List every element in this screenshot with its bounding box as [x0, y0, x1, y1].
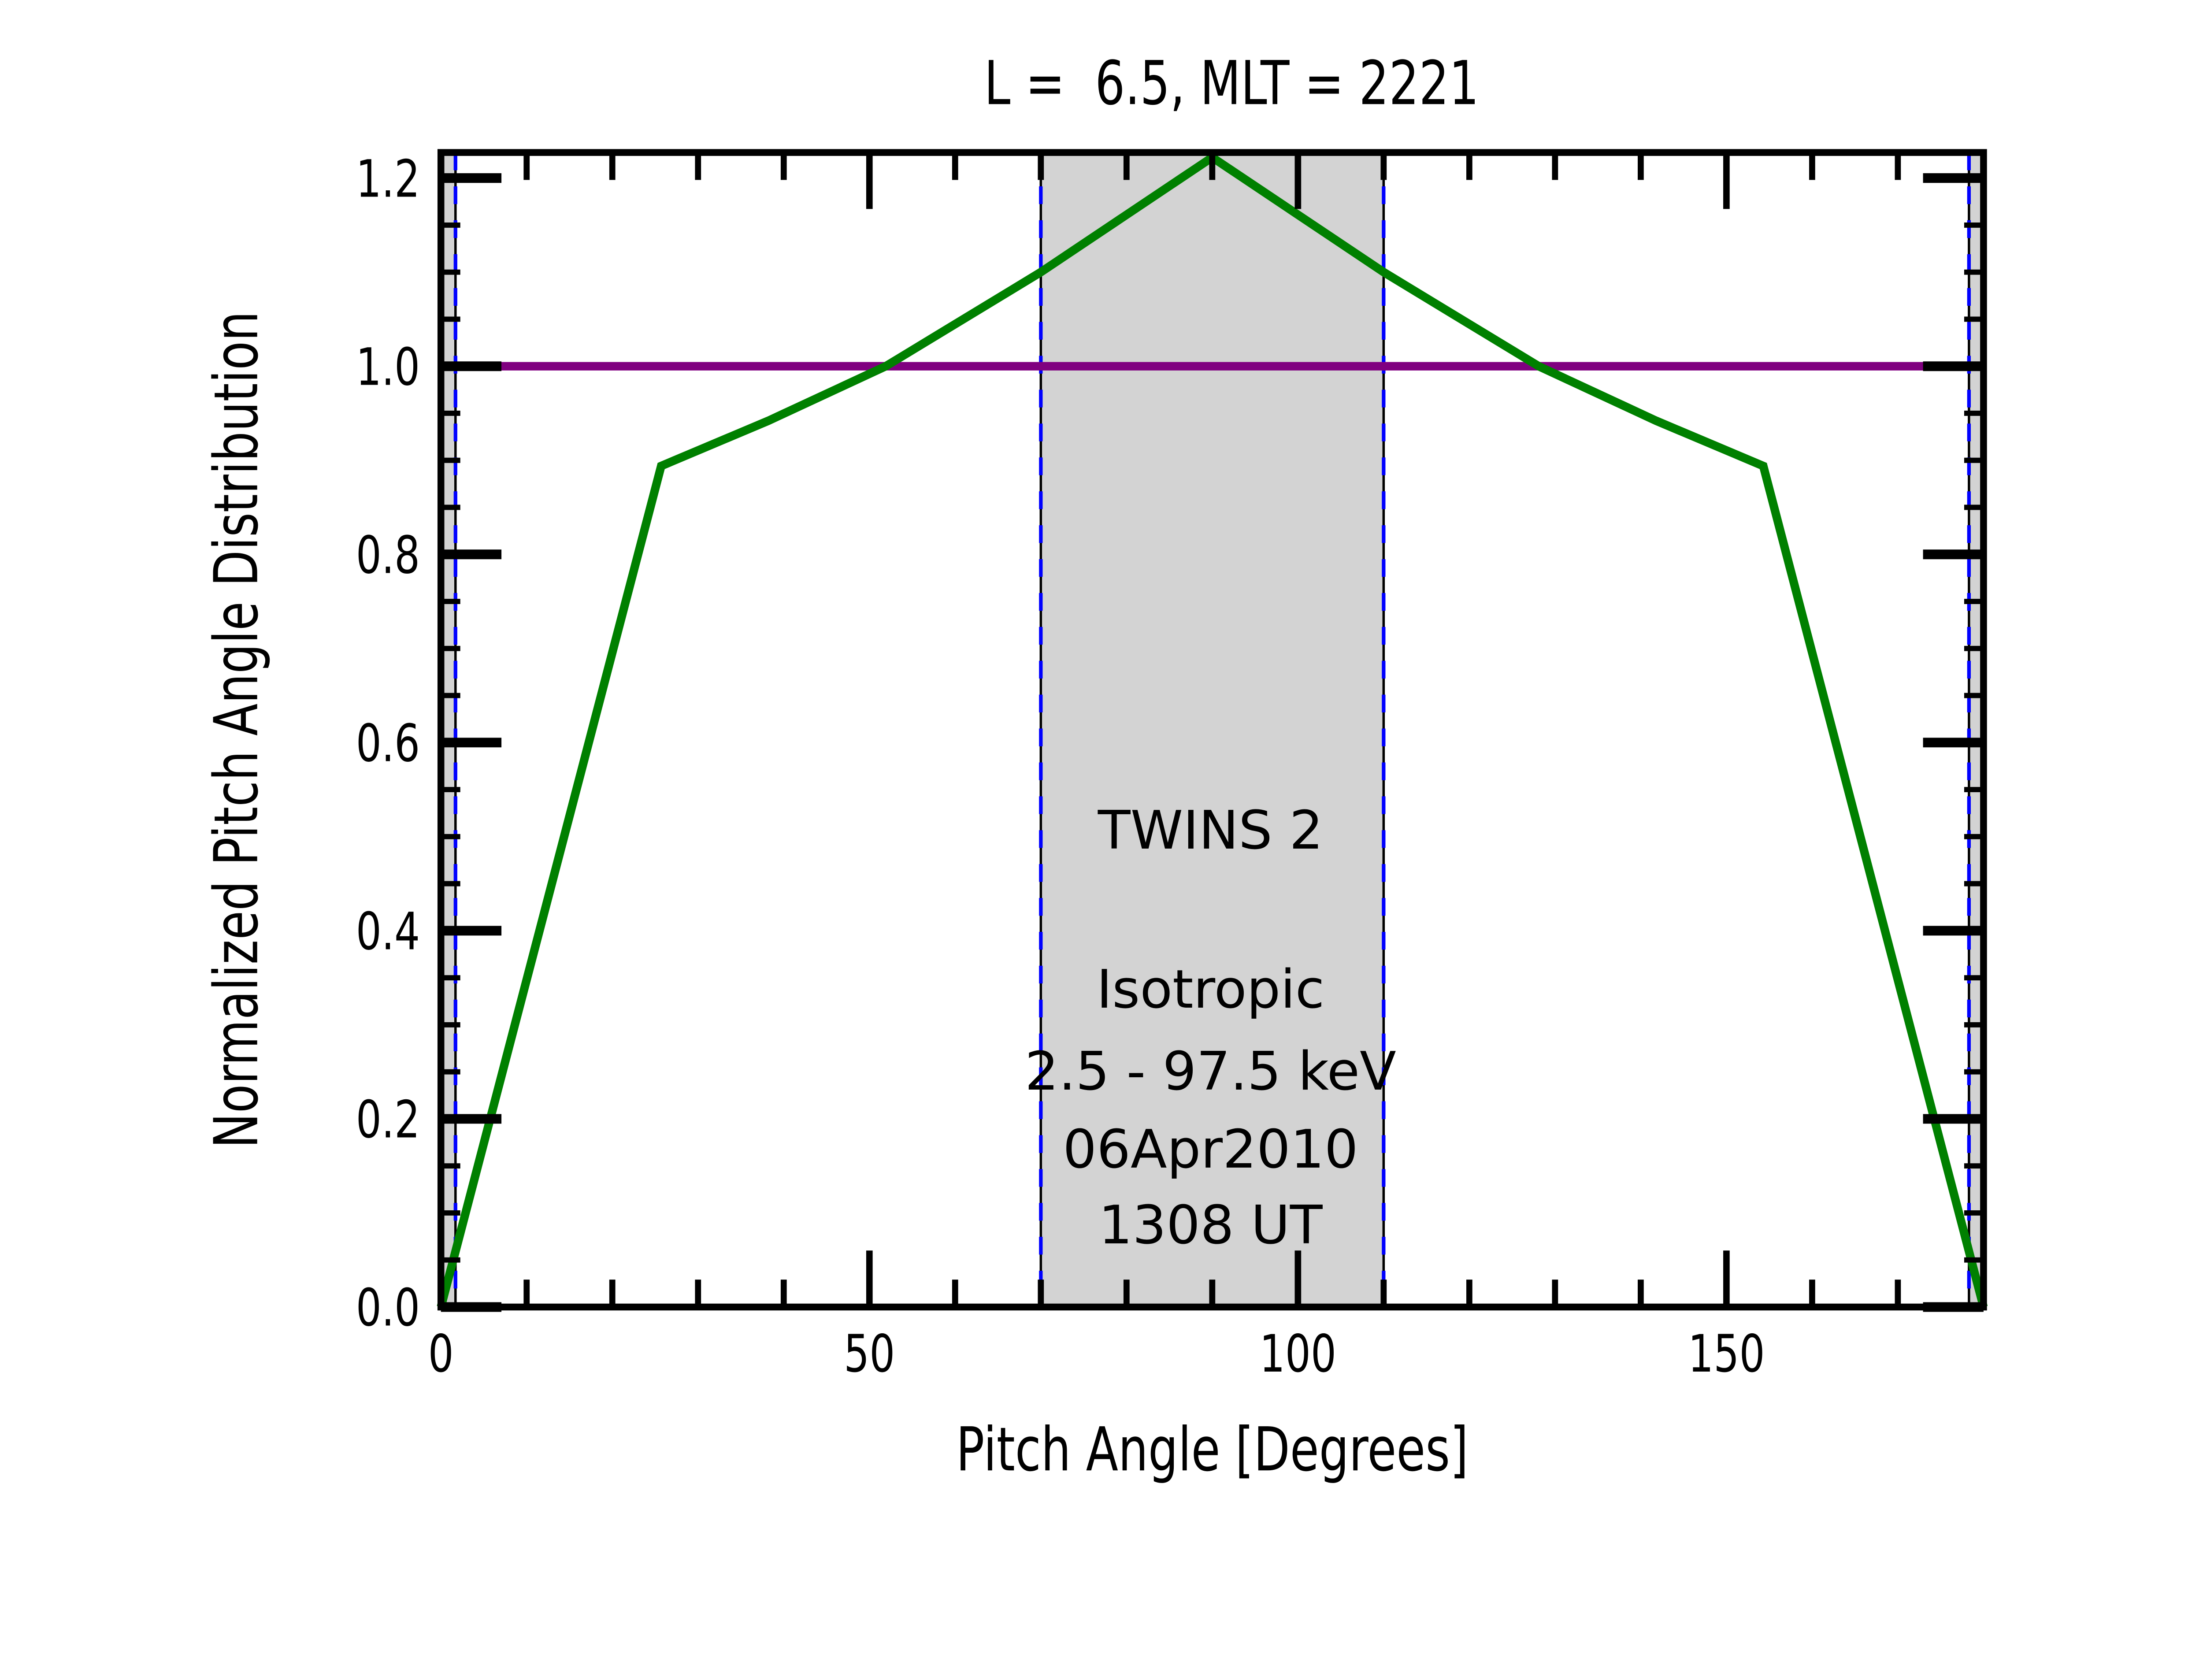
annotation-energy-range: 2.5 - 97.5 keV: [1025, 1040, 1396, 1102]
pitch-angle-distribution-chart: 0 50 100 150 0.0 0.2 0.4 0.6 0.8 1.0 1.2 L = 6.5, …: [201, 48, 1988, 1485]
y-tick-label: 0.2: [356, 1090, 420, 1150]
x-axis-title: Pitch Angle [Degrees]: [956, 1415, 1469, 1485]
y-tick-label: 1.2: [356, 148, 420, 209]
chart-title: L = 6.5, MLT = 2221: [984, 48, 1479, 119]
y-tick-label: 0.4: [356, 901, 420, 962]
y-tick-label: 0.8: [356, 525, 420, 585]
shaded-regions-layer: [441, 152, 1984, 1307]
annotation-series-label-twins2: TWINS 2: [1098, 799, 1323, 861]
shaded-region: [1041, 152, 1384, 1307]
y-axis-title: Normalized Pitch Angle Distribution: [202, 311, 272, 1148]
annotations-layer: TWINS 2 Isotropic 2.5 - 97.5 keV 06Apr20…: [1025, 799, 1396, 1256]
y-tick-label: 1.0: [356, 337, 420, 397]
x-tick-label: 0: [428, 1324, 454, 1384]
annotation-series-label-isotropic: Isotropic: [1097, 958, 1325, 1020]
tick-labels-layer: 0 50 100 150 0.0 0.2 0.4 0.6 0.8 1.0 1.2: [356, 148, 1765, 1384]
annotation-date: 06Apr2010: [1063, 1118, 1358, 1180]
y-tick-label: 0.0: [356, 1278, 420, 1338]
x-tick-label: 150: [1688, 1324, 1765, 1384]
y-tick-label: 0.6: [356, 713, 420, 774]
ticks-layer: [438, 152, 1984, 1312]
x-tick-label: 50: [844, 1324, 895, 1384]
annotation-time-ut: 1308 UT: [1098, 1194, 1323, 1256]
x-tick-label: 100: [1260, 1324, 1337, 1384]
